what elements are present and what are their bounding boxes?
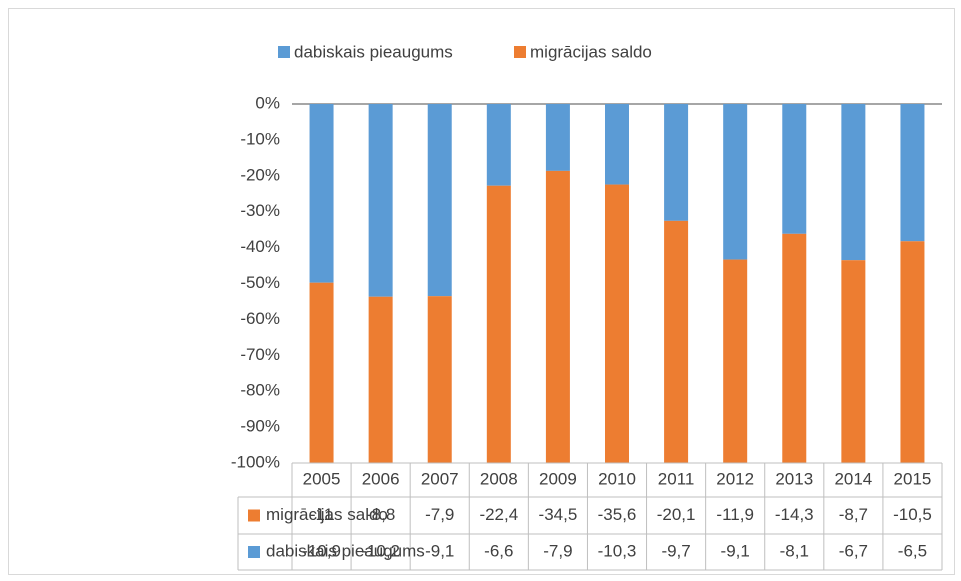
table-value: -6,5 [898, 541, 927, 560]
table-value: -10,3 [598, 541, 637, 560]
table-value: -8,1 [780, 541, 809, 560]
x-tick-label: 2007 [421, 469, 459, 488]
bar [309, 104, 334, 283]
y-tick-label: -90% [240, 417, 280, 436]
legend-label: migrācijas saldo [530, 42, 652, 61]
chart-frame [8, 8, 955, 575]
bar [545, 104, 570, 171]
bar [545, 170, 570, 463]
table-value: -9,1 [721, 541, 750, 560]
x-tick-label: 2015 [894, 469, 932, 488]
bar [782, 233, 807, 463]
bar [841, 104, 866, 261]
x-tick-label: 2013 [775, 469, 813, 488]
table-value: -7,9 [425, 505, 454, 524]
y-tick-label: -30% [240, 201, 280, 220]
x-tick-label: 2006 [362, 469, 400, 488]
bar [841, 260, 866, 463]
table-value: -14,3 [775, 505, 814, 524]
y-tick-label: -60% [240, 309, 280, 328]
x-tick-label: 2011 [658, 469, 695, 488]
legend-label: dabiskais pieaugums [294, 42, 453, 61]
y-tick-label: -20% [240, 165, 280, 184]
bar [427, 104, 452, 297]
legend-swatch [514, 46, 526, 58]
bar [427, 296, 452, 463]
bar [900, 241, 925, 463]
table-legend-swatch [248, 509, 260, 522]
table-row-label: dabiskais pieaugums [266, 541, 425, 560]
table-legend-swatch [248, 546, 260, 558]
bar [486, 185, 511, 464]
bar [723, 259, 748, 463]
table-value: -11,9 [716, 505, 754, 524]
bar [900, 104, 925, 242]
bar [664, 104, 689, 221]
bar [664, 220, 689, 463]
table-value: -8,7 [839, 505, 868, 524]
table-value: -10,2 [361, 541, 400, 560]
table-value: -8,8 [366, 505, 395, 524]
y-tick-label: -40% [240, 237, 280, 256]
y-tick-label: 0% [255, 93, 280, 112]
table-value: -7,9 [543, 541, 572, 560]
bar [723, 104, 748, 260]
table-value: -20,1 [657, 505, 696, 524]
bar [309, 282, 334, 463]
x-tick-label: 2009 [539, 469, 577, 488]
bar [605, 184, 629, 463]
bar [368, 104, 393, 297]
x-tick-label: 2014 [834, 469, 872, 488]
table-value: -22,4 [479, 505, 518, 524]
x-tick-label: 2012 [716, 469, 754, 488]
table-value: -34,5 [539, 505, 578, 524]
y-tick-label: -80% [240, 381, 280, 400]
y-tick-label: -10% [240, 129, 280, 148]
table-value: -10,9 [302, 541, 341, 560]
y-tick-label: -50% [240, 273, 280, 292]
x-tick-label: 2008 [480, 469, 518, 488]
table-value: -35,6 [598, 505, 637, 524]
y-tick-label: -100% [231, 452, 280, 471]
legend-swatch [278, 46, 290, 58]
x-tick-label: 2010 [598, 469, 636, 488]
y-tick-label: -70% [240, 345, 280, 364]
table-row-label: migrācijas saldo [266, 505, 388, 524]
bar [782, 104, 807, 234]
bar [486, 104, 511, 186]
table-value: -9,1 [425, 541, 454, 560]
table-value: -10,5 [893, 505, 932, 524]
table-value: -11 [310, 505, 333, 524]
table-value: -6,6 [484, 541, 513, 560]
table-value: -6,7 [839, 541, 868, 560]
table-value: -9,7 [661, 541, 690, 560]
bar [605, 104, 629, 185]
x-tick-label: 2005 [303, 469, 341, 488]
bar [368, 296, 393, 463]
